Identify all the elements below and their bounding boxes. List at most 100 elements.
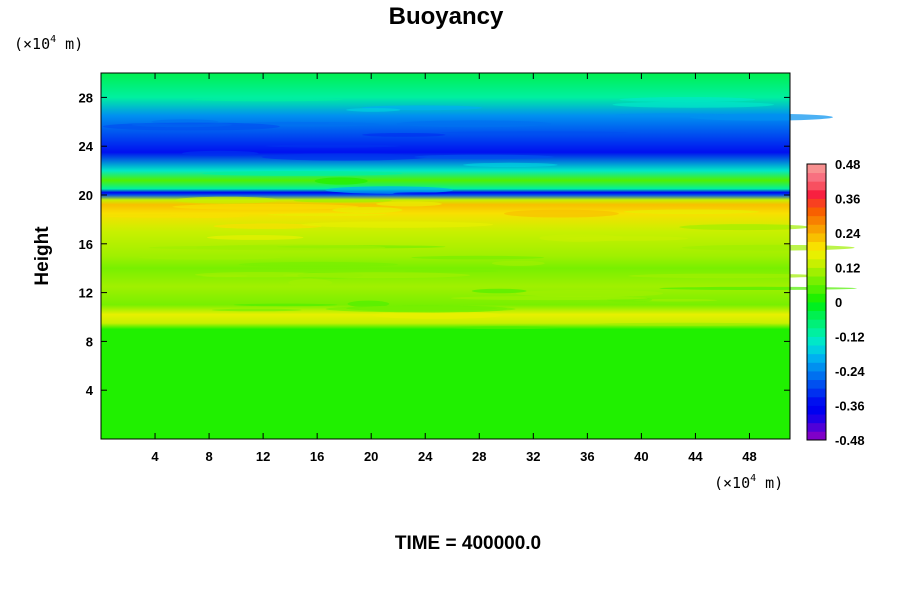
heatmap-streak [195,244,386,251]
heatmap-streak [463,162,558,167]
colorbar-swatch [807,353,826,363]
heatmap-streak [332,207,403,213]
heatmap-streak [233,303,338,307]
heatmap-streak [491,260,545,266]
heatmap-streak [414,154,554,160]
y-axis-label: Height [32,226,53,286]
heatmap-streak [293,198,392,203]
heatmap-streak [404,269,499,273]
heatmap-streak [362,133,446,137]
colorbar-swatch [807,172,826,182]
heatmap-streak [689,113,833,121]
x-tick-label: 44 [688,449,703,464]
colorbar-swatch [807,250,826,260]
colorbar-swatch [807,319,826,329]
colorbar-tick-label: 0.12 [835,261,860,276]
colorbar-swatch [807,276,826,286]
heatmap-streak [376,201,442,207]
colorbar-swatch [807,396,826,406]
x-tick-label: 24 [418,449,433,464]
heatmap-streak [614,113,727,117]
chart-title: Buoyancy [389,3,504,30]
heatmap-streak [612,101,775,108]
x-tick-label: 32 [526,449,540,464]
heatmap-streak [207,235,304,240]
x-tick-label: 48 [742,449,756,464]
heatmap-streak [566,236,689,241]
colorbar-swatch [807,345,826,355]
heatmap-streak [449,326,562,330]
heatmap-streak [439,131,629,134]
heatmap-streak [396,120,552,128]
heatmap-streak [138,255,282,260]
colorbar-swatch [807,224,826,234]
x-tick-label: 8 [205,449,212,464]
colorbar-tick-label: 0 [835,295,842,310]
colorbar-tick-label: -0.24 [835,364,865,379]
x-tick-label: 36 [580,449,594,464]
heatmap-streak [261,153,427,161]
colorbar-swatch [807,258,826,268]
y-tick-label: 24 [79,139,94,154]
heatmap-streak [372,311,503,319]
x-tick-label: 4 [151,449,159,464]
heatmap-streak [358,304,508,313]
colorbar-tick-label: -0.12 [835,330,865,345]
heatmap-streak [288,278,333,287]
colorbar-swatch [807,371,826,381]
x-tick-label: 20 [364,449,378,464]
heatmap-streak [202,171,403,176]
x-tick-label: 28 [472,449,486,464]
heatmap-streak [628,273,823,279]
colorbar-tick-label: -0.36 [835,399,865,414]
colorbar-swatch [807,414,826,424]
heatmap-streak [314,177,368,185]
heatmap-streak [201,274,248,278]
colorbar-swatch [807,422,826,432]
colorbar-swatch [807,189,826,199]
colorbar-swatch [807,164,826,174]
heatmap-streak [393,192,449,195]
heatmap-streak [248,121,329,125]
heatmap-streak [102,122,280,131]
x-tick-label: 40 [634,449,648,464]
y-tick-label: 8 [86,334,93,349]
heatmap-streak [346,108,401,112]
y-axis: 4 8 12 16 20 24 28 [79,90,790,398]
heatmap-streak [192,97,343,102]
colorbar-swatch [807,302,826,312]
colorbar-swatch [807,388,826,398]
colorbar-tick-label: 0.48 [835,157,860,172]
y-tick-label: 12 [79,286,93,301]
heatmap-streak [659,286,857,290]
y-unit-label: (×104 m) [14,34,83,53]
y-tick-label: 4 [86,383,94,398]
colorbar-swatch [807,431,826,441]
heatmap-streak [450,296,648,301]
heatmap-streak [301,221,494,228]
plot-area [100,72,857,440]
heatmap-streak [174,196,279,204]
heatmap-streak [238,261,398,268]
heatmap-streak [267,213,387,217]
colorbar-tick-label: 0.36 [835,192,860,207]
colorbar-swatch [807,233,826,243]
y-tick-label: 16 [79,237,93,252]
colorbar-swatch [807,362,826,372]
colorbar: 0.48 0.36 0.24 0.12 0 -0.12 -0.24 -0.36 -0.48 [806,157,865,448]
plot-frame [100,72,791,440]
heatmap-streak [504,209,619,218]
heatmap-streak [103,214,245,218]
colorbar-swatch [807,310,826,320]
heatmap-streak [265,144,401,148]
time-label: TIME = 400000.0 [395,533,541,554]
heatmap-streak [213,223,322,229]
colorbar-swatch [807,293,826,303]
heatmap-streak [471,288,527,294]
colorbar-swatch [807,241,826,251]
y-tick-label: 20 [79,188,93,203]
heatmap-streak [282,272,471,279]
colorbar-swatch [807,207,826,217]
x-tick-label: 12 [256,449,270,464]
